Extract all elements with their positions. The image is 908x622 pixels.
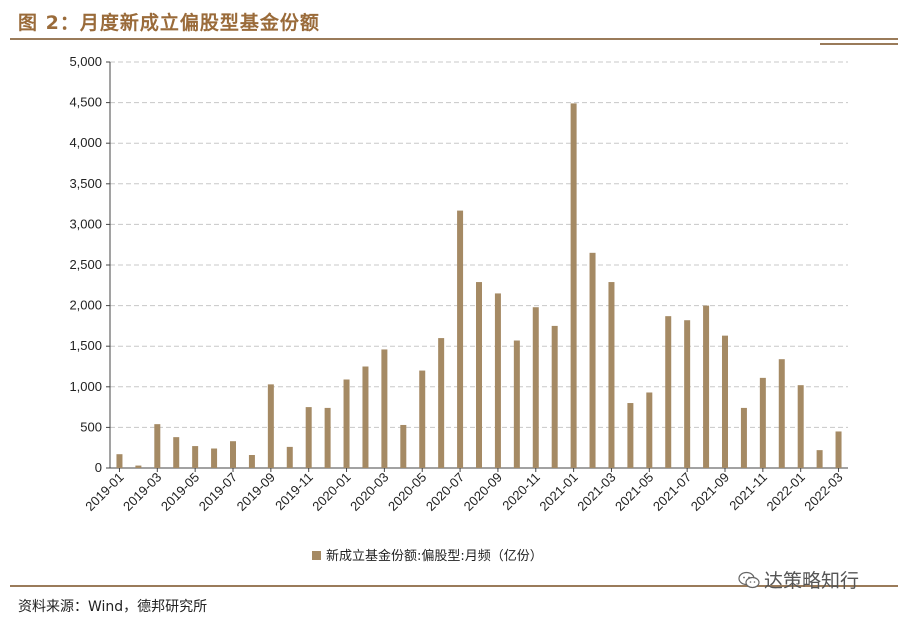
x-tick-label: 2020-09 — [461, 470, 505, 514]
y-tick-label: 2,500 — [69, 257, 102, 272]
x-tick-label: 2019-09 — [234, 470, 278, 514]
bar — [740, 407, 747, 468]
bar — [116, 454, 123, 468]
legend-swatch — [312, 551, 321, 560]
bar — [627, 403, 634, 468]
bar — [551, 325, 558, 468]
bar — [684, 320, 691, 468]
legend: 新成立基金份额:偏股型:月频（亿份） — [312, 548, 543, 564]
y-tick-label: 3,500 — [69, 176, 102, 191]
x-tick-label: 2019-07 — [196, 470, 240, 514]
x-tick-label: 2022-03 — [801, 470, 845, 514]
x-tick-label: 2020-01 — [309, 470, 353, 514]
y-tick-label: 3,000 — [69, 216, 102, 231]
y-tick-label: 0 — [95, 460, 102, 475]
bar — [608, 282, 615, 468]
bar — [324, 407, 331, 468]
top-divider — [10, 38, 898, 40]
y-tick-label: 4,500 — [69, 95, 102, 110]
y-tick-label: 1,500 — [69, 338, 102, 353]
bar — [230, 441, 236, 468]
bar — [173, 437, 180, 468]
bar — [703, 305, 710, 468]
bar — [343, 379, 350, 468]
x-tick-label: 2019-11 — [272, 470, 316, 514]
bar — [759, 377, 766, 468]
x-tick-label: 2020-11 — [499, 470, 543, 514]
y-tick-labels: 0 500 1,000 1,500 2,000 2,500 3,000 3,500 4,000 4… — [69, 54, 102, 475]
bar — [722, 335, 728, 468]
bar — [211, 448, 218, 468]
x-tick-label: 2020-05 — [385, 470, 429, 514]
x-tick-label: 2021-05 — [612, 470, 656, 514]
bar — [589, 252, 596, 468]
bar — [532, 307, 539, 468]
bar — [248, 455, 255, 468]
x-tick-label: 2022-01 — [763, 470, 807, 514]
bar — [646, 392, 653, 468]
y-tick-label: 4,000 — [69, 135, 102, 150]
y-tick-label: 2,000 — [69, 298, 102, 313]
bar — [816, 450, 823, 468]
wechat-icon — [738, 571, 760, 588]
y-tick-label: 500 — [80, 419, 102, 434]
bars — [116, 103, 842, 469]
bar — [154, 424, 161, 468]
y-tick-label: 1,000 — [69, 379, 102, 394]
bar — [835, 431, 842, 468]
bar — [135, 465, 142, 468]
x-tick-label: 2020-07 — [423, 470, 467, 514]
bar — [192, 446, 199, 468]
bar — [362, 366, 369, 468]
x-tick-label: 2021-07 — [650, 470, 694, 514]
bar — [438, 338, 445, 468]
bar — [419, 370, 426, 468]
figure-title: 图 2：月度新成立偏股型基金份额 — [18, 12, 320, 34]
bar — [267, 384, 274, 468]
bar-chart: 0 500 1,000 1,500 2,000 2,500 3,000 3,500 4,000 4… — [69, 54, 848, 564]
top-divider-accent — [820, 43, 898, 45]
bar — [513, 340, 520, 468]
bar — [778, 359, 785, 468]
bar — [305, 407, 312, 468]
x-tick-labels: 2019-012019-032019-052019-072019-092019-… — [82, 470, 845, 514]
bottom-divider — [10, 585, 898, 587]
bar — [494, 293, 501, 468]
bar — [797, 385, 804, 468]
source-note: 资料来源：Wind，德邦研究所 — [18, 599, 208, 615]
y-tick-label: 5,000 — [69, 54, 102, 69]
watermark-text: 达策略知行 — [764, 570, 860, 592]
x-tick-label: 2020-03 — [347, 470, 391, 514]
x-tick-label: 2019-05 — [158, 470, 202, 514]
bar — [286, 446, 293, 468]
legend-label: 新成立基金份额:偏股型:月频（亿份） — [326, 548, 543, 564]
bar — [570, 103, 577, 469]
watermark: 达策略知行 — [738, 566, 859, 593]
bar — [381, 349, 388, 468]
bar — [400, 424, 407, 468]
bar — [476, 282, 482, 468]
x-tick-label: 2019-01 — [82, 470, 126, 514]
x-tick-label: 2021-01 — [536, 470, 580, 514]
x-tick-label: 2021-09 — [688, 470, 732, 514]
x-tick-label: 2021-03 — [574, 470, 618, 514]
bar — [665, 316, 672, 468]
x-tick-label: 2019-03 — [120, 470, 164, 514]
bar — [457, 210, 464, 468]
x-tick-label: 2021-11 — [726, 470, 770, 514]
